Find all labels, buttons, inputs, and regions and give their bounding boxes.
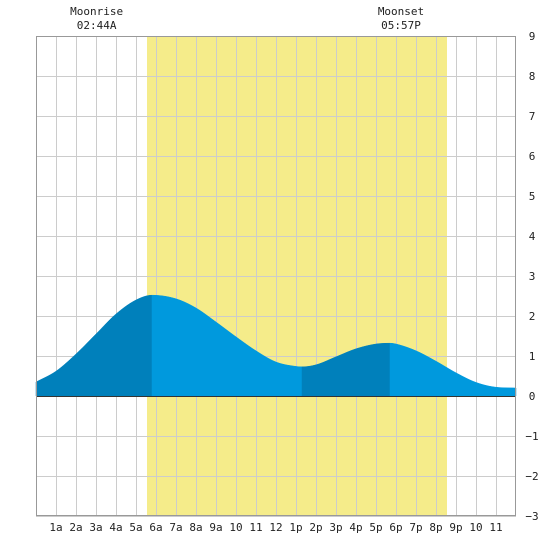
x-tick-label: 1p [289,521,302,534]
y-tick-label: 3 [529,270,536,283]
x-tick-label: 7a [169,521,182,534]
y-tick-label: 4 [529,230,536,243]
x-tick-label: 11 [489,521,502,534]
y-tick-label: −2 [525,470,538,483]
tide-area [35,294,517,397]
y-tick-label: 1 [529,350,536,363]
x-tick-label: 6p [389,521,402,534]
moon-event-time: 05:57P [381,19,421,32]
x-tick-label: 2a [69,521,82,534]
x-tick-label: 8p [429,521,442,534]
falling-tide-segment [389,342,517,397]
x-tick-label: 5p [369,521,382,534]
x-tick-label: 4a [109,521,122,534]
y-tick-label: 2 [529,310,536,323]
falling-tide-segment [151,294,303,397]
x-tick-label: 8a [189,521,202,534]
x-tick-label: 2p [309,521,322,534]
grid [36,36,516,517]
x-tick-label: 10 [469,521,482,534]
x-tick-label: 7p [409,521,422,534]
x-tick-label: 5a [129,521,142,534]
x-tick-label: 9a [209,521,222,534]
rising-tide-segment [301,342,391,397]
y-axis-labels: 9 8 7 6 5 4 3 2 1 0 −1 −2 −3 [525,30,538,523]
y-tick-label: −3 [525,510,538,523]
x-tick-label: 11 [249,521,262,534]
y-tick-label: 7 [529,110,536,123]
y-tick-label: 9 [529,30,536,43]
x-tick-label: 6a [149,521,162,534]
x-tick-label: 3p [329,521,342,534]
moon-event-time: 02:44A [77,19,117,32]
x-tick-label: 4p [349,521,362,534]
x-tick-label: 12 [269,521,282,534]
y-tick-label: 8 [529,70,536,83]
rising-tide-segment [35,294,153,397]
moon-event-label: Moonrise [70,5,123,18]
moon-event-label: Moonset [378,5,424,18]
y-tick-label: 0 [529,390,536,403]
y-tick-label: 5 [529,190,536,203]
x-axis-labels: 1a 2a 3a 4a 5a 6a 7a 8a 9a 10 11 12 1p 2p 3p 4p 5p 6p 7p 8p… [49,521,502,534]
plot-frame [36,36,516,516]
x-tick-label: 1a [49,521,62,534]
y-tick-label: −1 [525,430,538,443]
x-tick-label: 9p [449,521,462,534]
y-tick-label: 6 [529,150,536,163]
x-tick-label: 10 [229,521,242,534]
x-tick-label: 3a [89,521,102,534]
